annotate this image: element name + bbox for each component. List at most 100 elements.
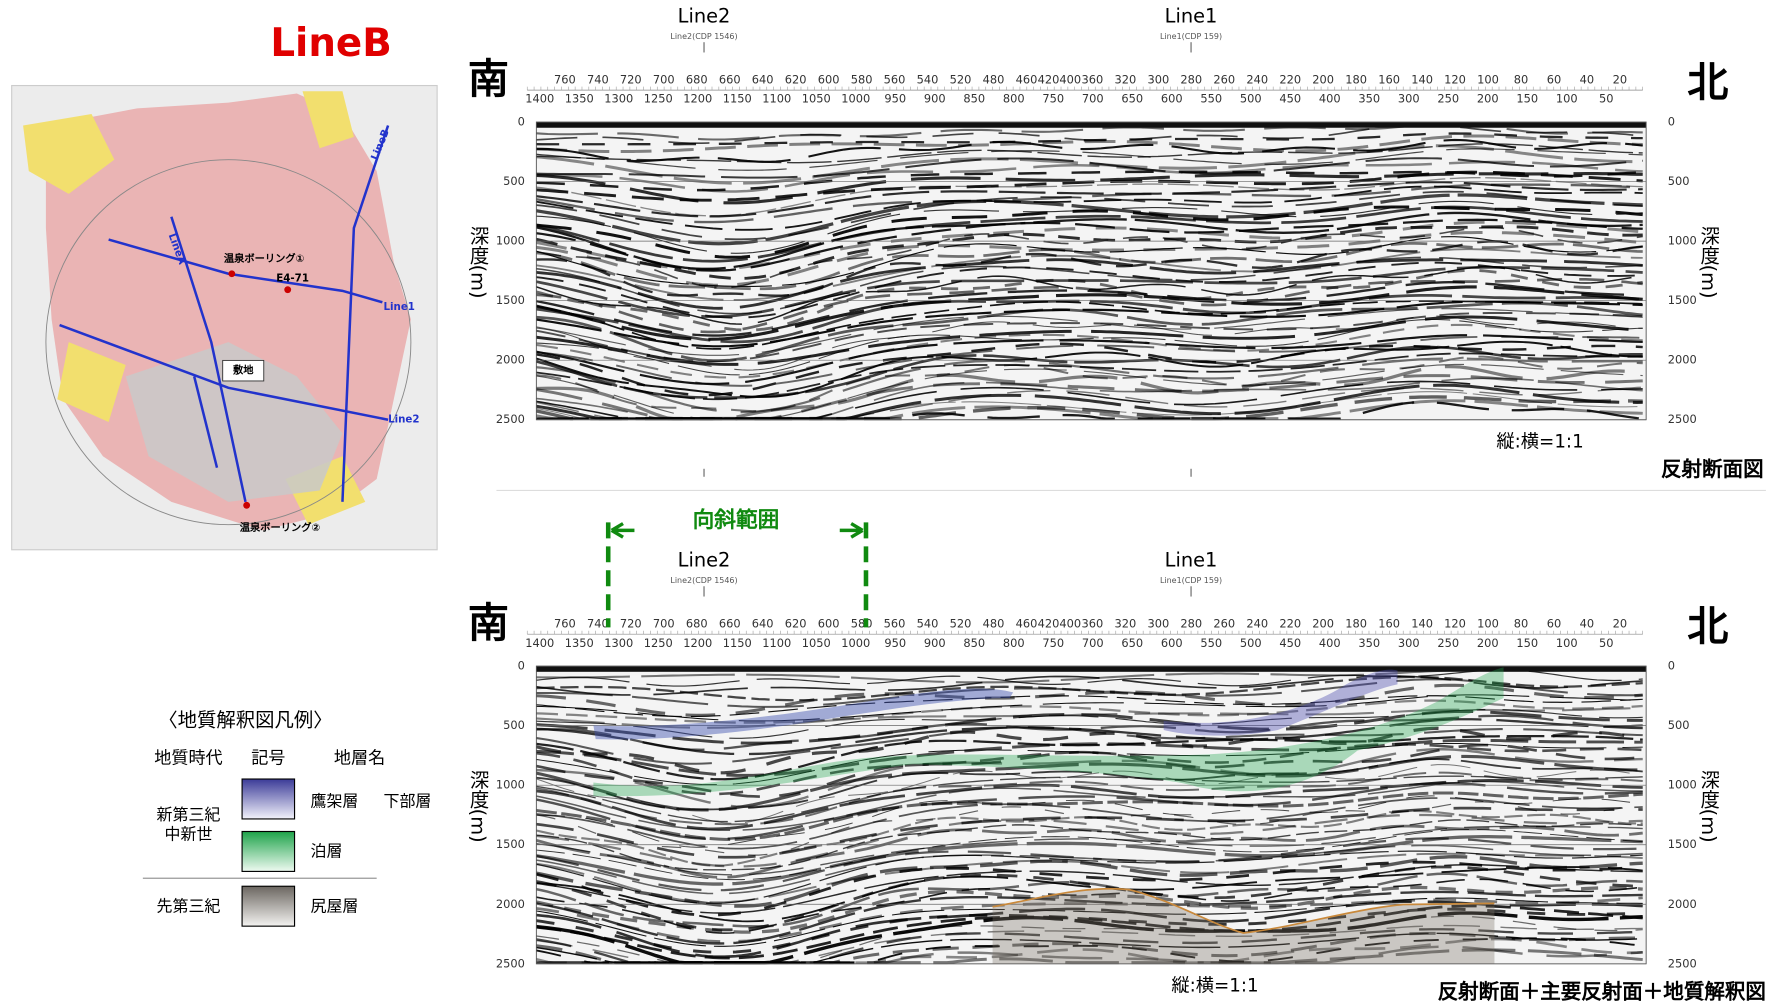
reflector <box>536 357 1643 414</box>
reflector <box>536 778 1643 831</box>
reflector <box>536 738 1643 777</box>
cdp-upper-label: 760 <box>554 72 576 86</box>
cdp-lower-label: 650 <box>1121 636 1143 650</box>
legend-title: 〈地質解釈図凡例〉 <box>158 708 332 731</box>
cdp-upper-label: 80 <box>1514 72 1529 86</box>
interpretation-overlay <box>593 667 1504 964</box>
south-label: 南 <box>468 55 509 103</box>
cdp-upper-label: 640 <box>752 72 774 86</box>
line-cdp: Line2(CDP 1546) <box>670 576 737 585</box>
cdp-lower-label: 400 <box>1319 92 1341 106</box>
legend-unit: 泊層 <box>311 842 343 861</box>
reflector <box>536 904 1643 960</box>
cdp-upper-label: 420400 <box>1038 616 1081 630</box>
reflector <box>536 218 1643 272</box>
cdp-upper-label: 240 <box>1246 72 1268 86</box>
reflector <box>536 143 1643 164</box>
cdp-lower-label: 550 <box>1200 92 1222 106</box>
depth-tick-label: 2500 <box>1668 956 1697 970</box>
overlay-takahoko <box>1163 669 1398 736</box>
cdp-upper-label: 300 <box>1147 616 1169 630</box>
reflector <box>536 742 1643 796</box>
cdp-upper-label: 660 <box>719 72 741 86</box>
cdp-upper-label: 220 <box>1279 616 1301 630</box>
section-caption: 反射断面＋主要反射面＋地質解釈図 <box>1438 979 1766 1003</box>
reflector <box>536 170 1643 202</box>
cdp-lower-label: 800 <box>1003 636 1025 650</box>
legend-unit: 尻屋層 <box>311 896 359 915</box>
cdp-lower-label: 1000 <box>841 92 870 106</box>
reflector <box>536 308 1643 356</box>
reflector <box>536 809 1643 867</box>
reflector <box>536 878 1643 934</box>
depth-tick-label: 500 <box>503 174 525 188</box>
reflector <box>536 726 1643 765</box>
cdp-lower-label: 700 <box>1082 92 1104 106</box>
cdp-lower-label: 850 <box>963 636 985 650</box>
cdp-upper-label: 320 <box>1114 72 1136 86</box>
line-label: Line2 <box>678 549 731 572</box>
north-label: 北 <box>1687 59 1728 107</box>
cdp-upper-label: 160 <box>1378 616 1400 630</box>
reflector <box>536 315 1643 366</box>
cdp-upper-label: 320 <box>1114 616 1136 630</box>
cdp-lower-label: 1400 <box>525 92 554 106</box>
reflector <box>536 281 1643 337</box>
map-label: E4-71 <box>276 272 309 284</box>
cdp-upper-label: 540 <box>917 616 939 630</box>
cdp-lower-label: 300 <box>1398 92 1420 106</box>
legend-swatch <box>241 778 296 820</box>
cdp-upper-label: 740 <box>587 616 609 630</box>
cdp-upper-label: 240 <box>1246 616 1268 630</box>
depth-tick-label: 2000 <box>1668 353 1697 367</box>
map-boring <box>228 270 236 278</box>
legend-era: 新第三紀 <box>157 805 221 824</box>
cdp-upper-label: 480 <box>983 616 1005 630</box>
map-title: LineB <box>270 21 391 66</box>
cdp-lower-label: 1300 <box>604 636 633 650</box>
reflector <box>536 248 1643 301</box>
map-boring <box>284 286 292 294</box>
reflector <box>536 937 1643 964</box>
map-label: 敷地 <box>233 364 254 377</box>
reflector <box>536 345 1643 399</box>
cdp-upper-label: 20 <box>1613 616 1628 630</box>
reflector <box>536 236 1643 287</box>
reflector <box>536 300 1643 348</box>
line-cdp: Line1(CDP 159) <box>1160 576 1222 585</box>
reflector <box>536 669 1643 687</box>
cdp-lower-label: 350 <box>1358 636 1380 650</box>
cdp-upper-label: 200 <box>1312 616 1334 630</box>
depth-tick-label: 2000 <box>1668 897 1697 911</box>
reflector <box>536 718 1643 756</box>
map-label: 温泉ボーリング② <box>240 521 320 534</box>
cdp-lower-label: 1050 <box>802 92 831 106</box>
section-top-band <box>536 122 1647 128</box>
reflector <box>536 355 1643 413</box>
reflector <box>536 850 1643 904</box>
legend-swatch <box>241 830 296 872</box>
cdp-upper-label: 100 <box>1477 616 1499 630</box>
cdp-upper-label: 280 <box>1180 616 1202 630</box>
cdp-upper-label: 280 <box>1180 72 1202 86</box>
reflector <box>536 374 1643 421</box>
reflector <box>536 183 1643 224</box>
cdp-upper-label: 360 <box>1082 616 1104 630</box>
cdp-upper-label: 580 <box>851 616 873 630</box>
cdp-upper-label: 600 <box>818 72 840 86</box>
reflector <box>536 240 1643 297</box>
depth-tick-label: 1500 <box>496 837 525 851</box>
depth-tick-label: 1500 <box>496 293 525 307</box>
reflector <box>536 860 1643 917</box>
map-lineb <box>341 125 390 502</box>
cdp-upper-label: 200 <box>1312 72 1334 86</box>
cdp-lower-label: 600 <box>1161 636 1183 650</box>
cdp-lower-label: 450 <box>1279 636 1301 650</box>
reflector <box>536 401 1643 420</box>
reflector <box>536 294 1643 344</box>
north-label: 北 <box>1687 603 1728 651</box>
section-panel: Line2 Line2(CDP 1546) Line1 Line1(CDP 159) 南… <box>467 507 1766 1003</box>
cdp-upper-label: 420400 <box>1038 72 1081 86</box>
map-boring <box>243 501 251 509</box>
